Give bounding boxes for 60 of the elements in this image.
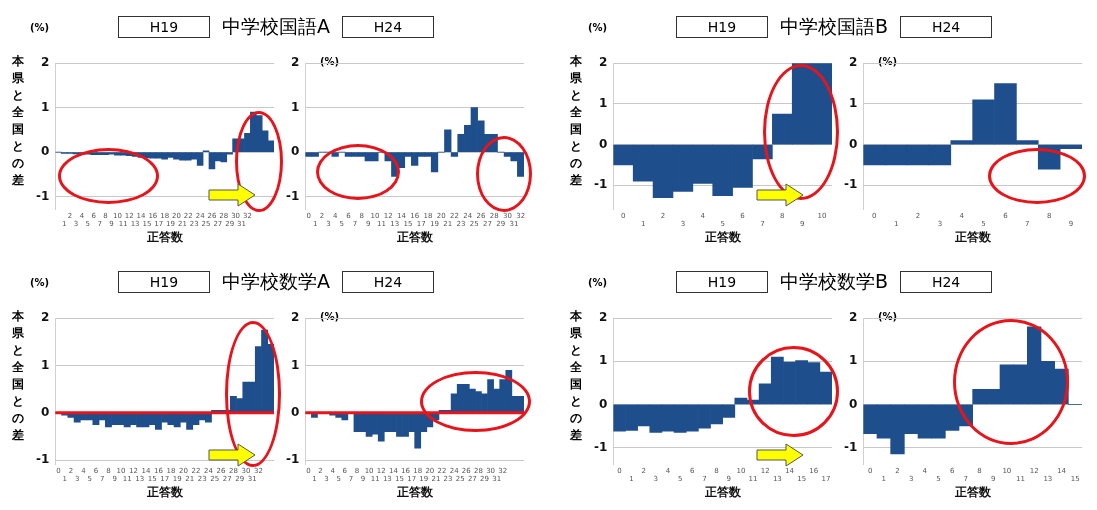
chart-title: 中学校国語A — [222, 14, 330, 39]
text: (%) — [30, 22, 50, 33]
y-axis-title: 本県と全国との差 — [570, 53, 583, 189]
text: (%) — [588, 22, 608, 33]
y-tick-label: 2 — [848, 55, 858, 70]
x-axis-title: 正答数 — [703, 229, 742, 244]
y-tick-label: 2 — [598, 55, 608, 70]
y-tick-label: 1 — [598, 96, 608, 111]
y-tick-label: -1 — [593, 439, 608, 454]
chart-subtitle: H24 — [342, 16, 434, 38]
x-axis-title: 正答数 — [703, 484, 742, 499]
chart-subtitle: H19 — [118, 271, 210, 293]
y-tick-label: 0 — [598, 136, 608, 151]
chart-subtitle: H24 — [342, 271, 434, 293]
x-axis-title: 正答数 — [395, 484, 434, 499]
y-tick-label: 1 — [848, 96, 858, 111]
x-axis-title: 正答数 — [145, 484, 184, 499]
y-tick-label: 0 — [598, 396, 608, 411]
chart-subtitle: H24 — [900, 271, 993, 293]
y-tick-label: 1 — [40, 99, 50, 114]
text: (%) — [588, 277, 608, 288]
y-tick-label: 1 — [40, 357, 50, 372]
y-tick-label: 1 — [290, 99, 300, 114]
y-tick-label: 2 — [598, 310, 608, 325]
y-axis-title: 本県と全国との差 — [12, 308, 25, 444]
text: (%) — [30, 277, 50, 288]
y-tick-label: 1 — [598, 353, 608, 368]
y-tick-label: -1 — [285, 188, 300, 203]
x-axis-title: 正答数 — [953, 229, 992, 244]
chart-subtitle: H19 — [118, 16, 210, 38]
y-tick-label: 2 — [290, 55, 300, 70]
y-tick-label: 0 — [848, 136, 858, 151]
chart-subtitle: H19 — [676, 271, 768, 293]
y-tick-label: 2 — [848, 310, 858, 325]
y-axis-title: 本県と全国との差 — [570, 308, 583, 444]
y-tick-label: 0 — [848, 396, 858, 411]
y-tick-label: -1 — [35, 452, 50, 467]
y-tick-label: -1 — [843, 439, 858, 454]
chart-title: 中学校国語B — [780, 14, 889, 39]
y-tick-label: -1 — [35, 188, 50, 203]
y-tick-label: 0 — [290, 404, 300, 419]
chart-title: 中学校数学A — [222, 269, 330, 294]
chart-subtitle: H19 — [676, 16, 768, 38]
x-axis-title: 正答数 — [145, 229, 184, 244]
y-tick-label: -1 — [593, 177, 608, 192]
y-tick-label: 1 — [290, 357, 300, 372]
chart-subtitle: H24 — [900, 16, 993, 38]
chart-title: 中学校数学B — [780, 269, 889, 294]
x-axis-title: 正答数 — [395, 229, 434, 244]
y-tick-label: 1 — [848, 353, 858, 368]
y-tick-label: -1 — [843, 177, 858, 192]
y-tick-label: 0 — [290, 144, 300, 159]
y-tick-label: 0 — [40, 144, 50, 159]
x-axis-title: 正答数 — [953, 484, 992, 499]
y-tick-label: -1 — [285, 452, 300, 467]
y-tick-label: 2 — [40, 55, 50, 70]
y-tick-label: 2 — [40, 310, 50, 325]
y-tick-label: 2 — [290, 310, 300, 325]
y-tick-label: 0 — [40, 404, 50, 419]
y-axis-title: 本県と全国との差 — [12, 53, 25, 189]
